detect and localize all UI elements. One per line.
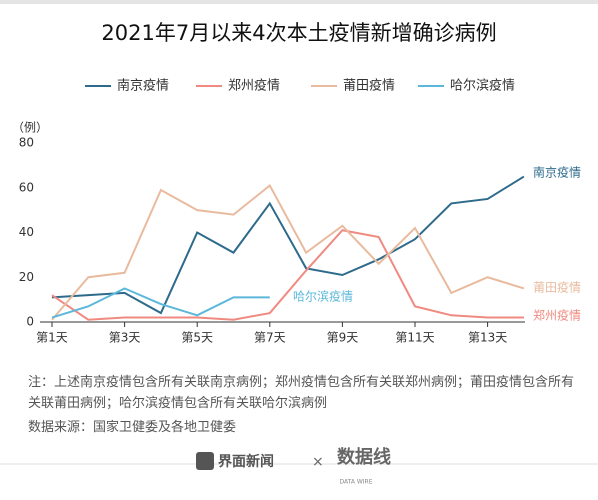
x-tick-label: 第5天 [181, 331, 213, 345]
legend-label: 莆田疫情 [343, 78, 395, 94]
y-tick-label: 80 [19, 136, 34, 150]
x-tick-label: 第13天 [468, 331, 507, 345]
y-tick-label: 0 [26, 315, 34, 329]
y-axis-label: （例） [12, 121, 48, 135]
legend-label: 哈尔滨疫情 [450, 78, 515, 94]
series-line [51, 175, 525, 315]
series-end-label: 郑州疫情 [533, 308, 581, 323]
series-end-label: 南京疫情 [533, 165, 581, 180]
x-tick-label: 第9天 [327, 331, 359, 345]
series-end-label: 莆田疫情 [533, 280, 581, 295]
x-tick-label: 第7天 [254, 331, 286, 345]
y-tick-label: 60 [19, 180, 34, 194]
x-tick-label: 第11天 [395, 331, 434, 345]
y-tick-label: 20 [19, 270, 34, 284]
x-tick-label: 第3天 [109, 331, 141, 345]
series-line [51, 183, 525, 321]
note: 注：上述南京疫情包含所有关联南京病例；郑州疫情包含所有关联郑州病例；莆田疫情包含… [28, 375, 575, 411]
footer-brand: 界面新闻 [218, 453, 274, 470]
legend-label: 郑州疫情 [228, 78, 280, 94]
series-end-label: 哈尔滨疫情 [293, 289, 353, 304]
footer-partner-sub: DATA WIRE [339, 479, 372, 486]
series-line [51, 287, 270, 319]
series-line [51, 229, 524, 321]
footer-partner: 数据线 [337, 446, 391, 468]
y-tick-label: 40 [19, 225, 34, 239]
brand-icon [196, 452, 214, 470]
footer-separator: × [312, 454, 324, 470]
x-tick-label: 第1天 [36, 331, 68, 345]
chart-title: 2021年7月以来4次本土疫情新增确诊病例 [101, 21, 496, 45]
legend-label: 南京疫情 [117, 78, 169, 94]
source: 数据来源：国家卫健委及各地卫健委 [28, 420, 237, 435]
